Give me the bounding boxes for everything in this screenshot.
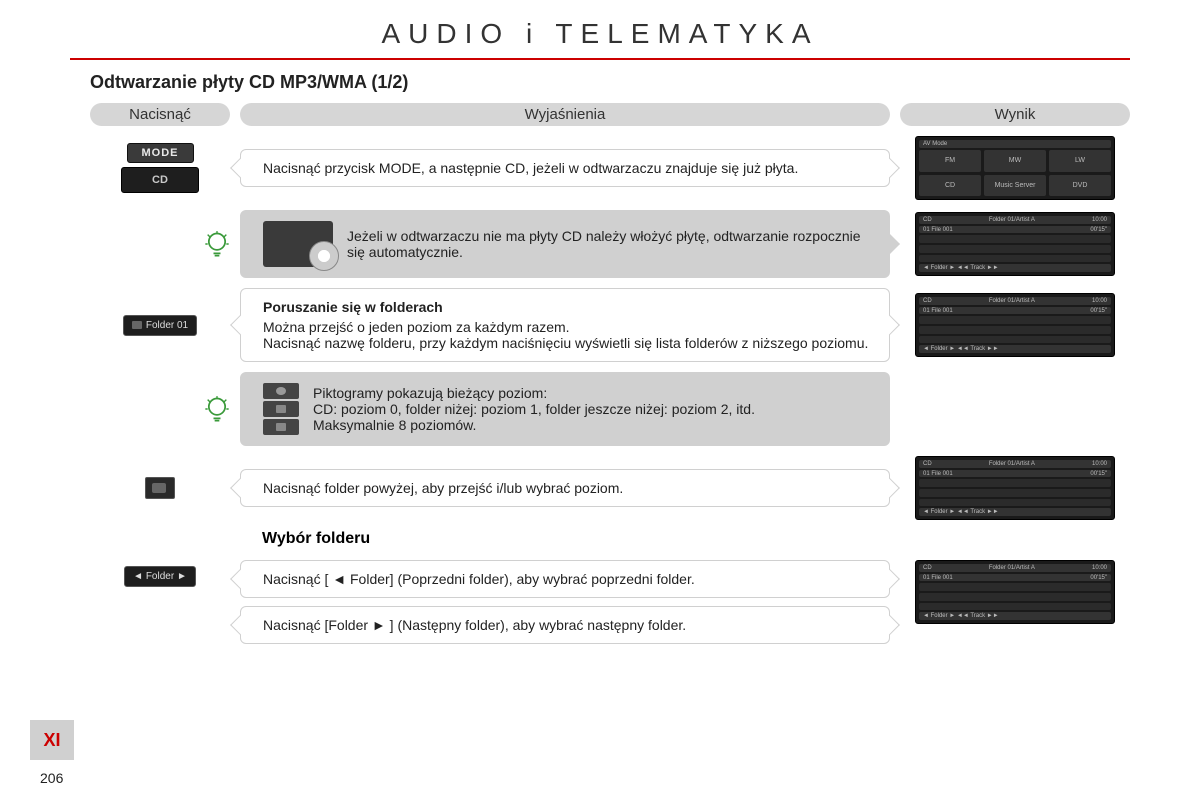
- row-folder-up: Nacisnąć folder powyżej, aby przejść i/l…: [90, 456, 1130, 520]
- header-result: Wynik: [900, 103, 1130, 126]
- explain-4a: Nacisnąć [ ◄ Folder] (Poprzedni folder),…: [240, 560, 890, 598]
- tip-insert-cd: Jeżeli w odtwarzaczu nie ma płyty CD nal…: [90, 210, 1130, 278]
- explain-2-title: Poruszanie się w folderach: [263, 299, 871, 315]
- mode-button[interactable]: MODE: [127, 143, 194, 163]
- tip-1-text: Jeżeli w odtwarzaczu nie ma płyty CD nal…: [347, 228, 871, 260]
- row-folder-select: ◄ Folder ► Wybór folderu Nacisnąć [ ◄ Fo…: [90, 530, 1130, 644]
- mode-cell: FM: [919, 150, 981, 172]
- header-explain: Wyjaśnienia: [240, 103, 890, 126]
- mode-cell: DVD: [1049, 175, 1111, 197]
- tip-1: Jeżeli w odtwarzaczu nie ma płyty CD nal…: [240, 210, 890, 278]
- explain-1-text: Nacisnąć przycisk MODE, a następnie CD, …: [263, 160, 798, 176]
- title-rule: [70, 58, 1130, 60]
- mode-cell: Music Server: [984, 175, 1046, 197]
- result-screen-list-4: CDFolder 01/Artist A10:00 01 File 00100'…: [915, 560, 1115, 624]
- explain-4b-text: Nacisnąć [Folder ► ] (Następny folder), …: [263, 617, 686, 633]
- tip-bulb-icon: [203, 230, 231, 258]
- folder-up-button[interactable]: [145, 477, 175, 499]
- result-screen-list-2: CDFolder 01/Artist A10:00 01 File 00100'…: [915, 293, 1115, 357]
- row-mode-cd: MODE CD Nacisnąć przycisk MODE, a następ…: [90, 136, 1130, 200]
- explain-2: Poruszanie się w folderach Można przejść…: [240, 288, 890, 362]
- folder-01-button[interactable]: Folder 01: [123, 315, 197, 336]
- tip-levels: Piktogramy pokazują bieżący poziom: CD: …: [90, 372, 1130, 446]
- explain-4b: Nacisnąć [Folder ► ] (Następny folder), …: [240, 606, 890, 644]
- tip-bulb-icon: [203, 395, 231, 423]
- page-number: 206: [40, 770, 63, 786]
- explain-1: Nacisnąć przycisk MODE, a następnie CD, …: [240, 149, 890, 187]
- page-title: AUDIO i TELEMATYKA: [0, 0, 1200, 58]
- explain-4a-text: Nacisnąć [ ◄ Folder] (Poprzedni folder),…: [263, 571, 695, 587]
- result-screen-list-3: CDFolder 01/Artist A10:00 01 File 00100'…: [915, 456, 1115, 520]
- mode-cell: MW: [984, 150, 1046, 172]
- level-stack-icon: [263, 383, 299, 435]
- explain-4-title: Wybór folderu: [240, 530, 890, 548]
- explain-3-text: Nacisnąć folder powyżej, aby przejść i/l…: [263, 480, 623, 496]
- result-screen-list-1: CDFolder 01/Artist A10:00 01 File 00100'…: [915, 212, 1115, 276]
- tip-2-text: Piktogramy pokazują bieżący poziom: CD: …: [313, 385, 755, 433]
- cd-button[interactable]: CD: [121, 167, 199, 193]
- folder-01-label: Folder 01: [146, 320, 188, 331]
- tip-2: Piktogramy pokazują bieżący poziom: CD: …: [240, 372, 890, 446]
- explain-2-text: Można przejść o jeden poziom za każdym r…: [263, 319, 871, 351]
- folder-prev-next-button[interactable]: ◄ Folder ►: [124, 566, 196, 587]
- header-press: Nacisnąć: [90, 103, 230, 126]
- mode-cell: CD: [919, 175, 981, 197]
- chapter-tab: XI: [30, 720, 74, 760]
- subtitle: Odtwarzanie płyty CD MP3/WMA (1/2): [90, 72, 1200, 93]
- mode-cell: LW: [1049, 150, 1111, 172]
- cd-insert-icon: [263, 221, 333, 267]
- column-headers: Nacisnąć Wyjaśnienia Wynik: [90, 103, 1130, 126]
- result-screen-mode: AV Mode FM MW LW CD Music Server DVD: [915, 136, 1115, 200]
- screen-title: AV Mode: [923, 141, 947, 147]
- folder-icon: [132, 321, 142, 329]
- folder-prev-next-label: ◄ Folder ►: [133, 571, 187, 582]
- explain-3: Nacisnąć folder powyżej, aby przejść i/l…: [240, 469, 890, 507]
- row-folder-nav: Folder 01 Poruszanie się w folderach Moż…: [90, 288, 1130, 362]
